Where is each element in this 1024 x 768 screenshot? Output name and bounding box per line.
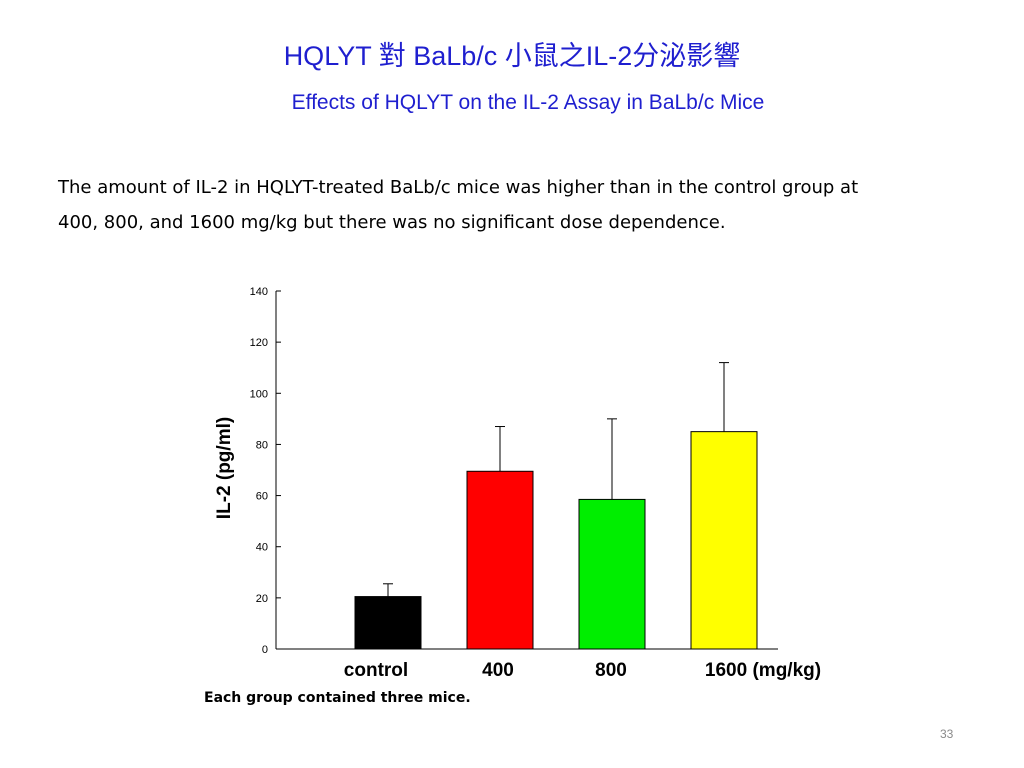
bar-0	[354, 596, 422, 650]
x-category-label: 1600 (mg/kg)	[705, 660, 821, 681]
y-tick-label: 140	[250, 286, 268, 298]
x-category-label: 800	[595, 660, 627, 681]
y-tick-label: 60	[256, 491, 268, 503]
y-tick-label: 120	[250, 337, 268, 349]
y-tick-label: 100	[250, 388, 268, 400]
bar-1	[466, 470, 534, 650]
y-tick-label: 0	[262, 644, 268, 656]
bar-3	[690, 431, 758, 650]
description-line-1: The amount of IL-2 in HQLYT-treated BaLb…	[58, 177, 859, 198]
description-line-2: 400, 800, and 1600 mg/kg but there was n…	[58, 212, 726, 233]
slide-subtitle: Effects of HQLYT on the IL-2 Assay in Ba…	[291, 91, 765, 114]
description-text: The amount of IL-2 in HQLYT-treated BaLb…	[58, 170, 998, 240]
footnote: Each group contained three mice.	[204, 690, 471, 706]
x-category-label: 400	[482, 660, 514, 681]
y-tick-label: 40	[256, 542, 268, 554]
y-tick-label: 20	[256, 593, 268, 605]
slide-title: HQLYT 對 BaLb/c 小鼠之IL-2分泌影響	[283, 41, 741, 71]
bar-2	[578, 498, 646, 650]
x-category-label: control	[344, 660, 408, 681]
y-tick-label: 80	[256, 439, 268, 451]
y-axis-label: IL-2 (pg/ml)	[214, 417, 235, 519]
page-number: 33	[940, 727, 954, 741]
